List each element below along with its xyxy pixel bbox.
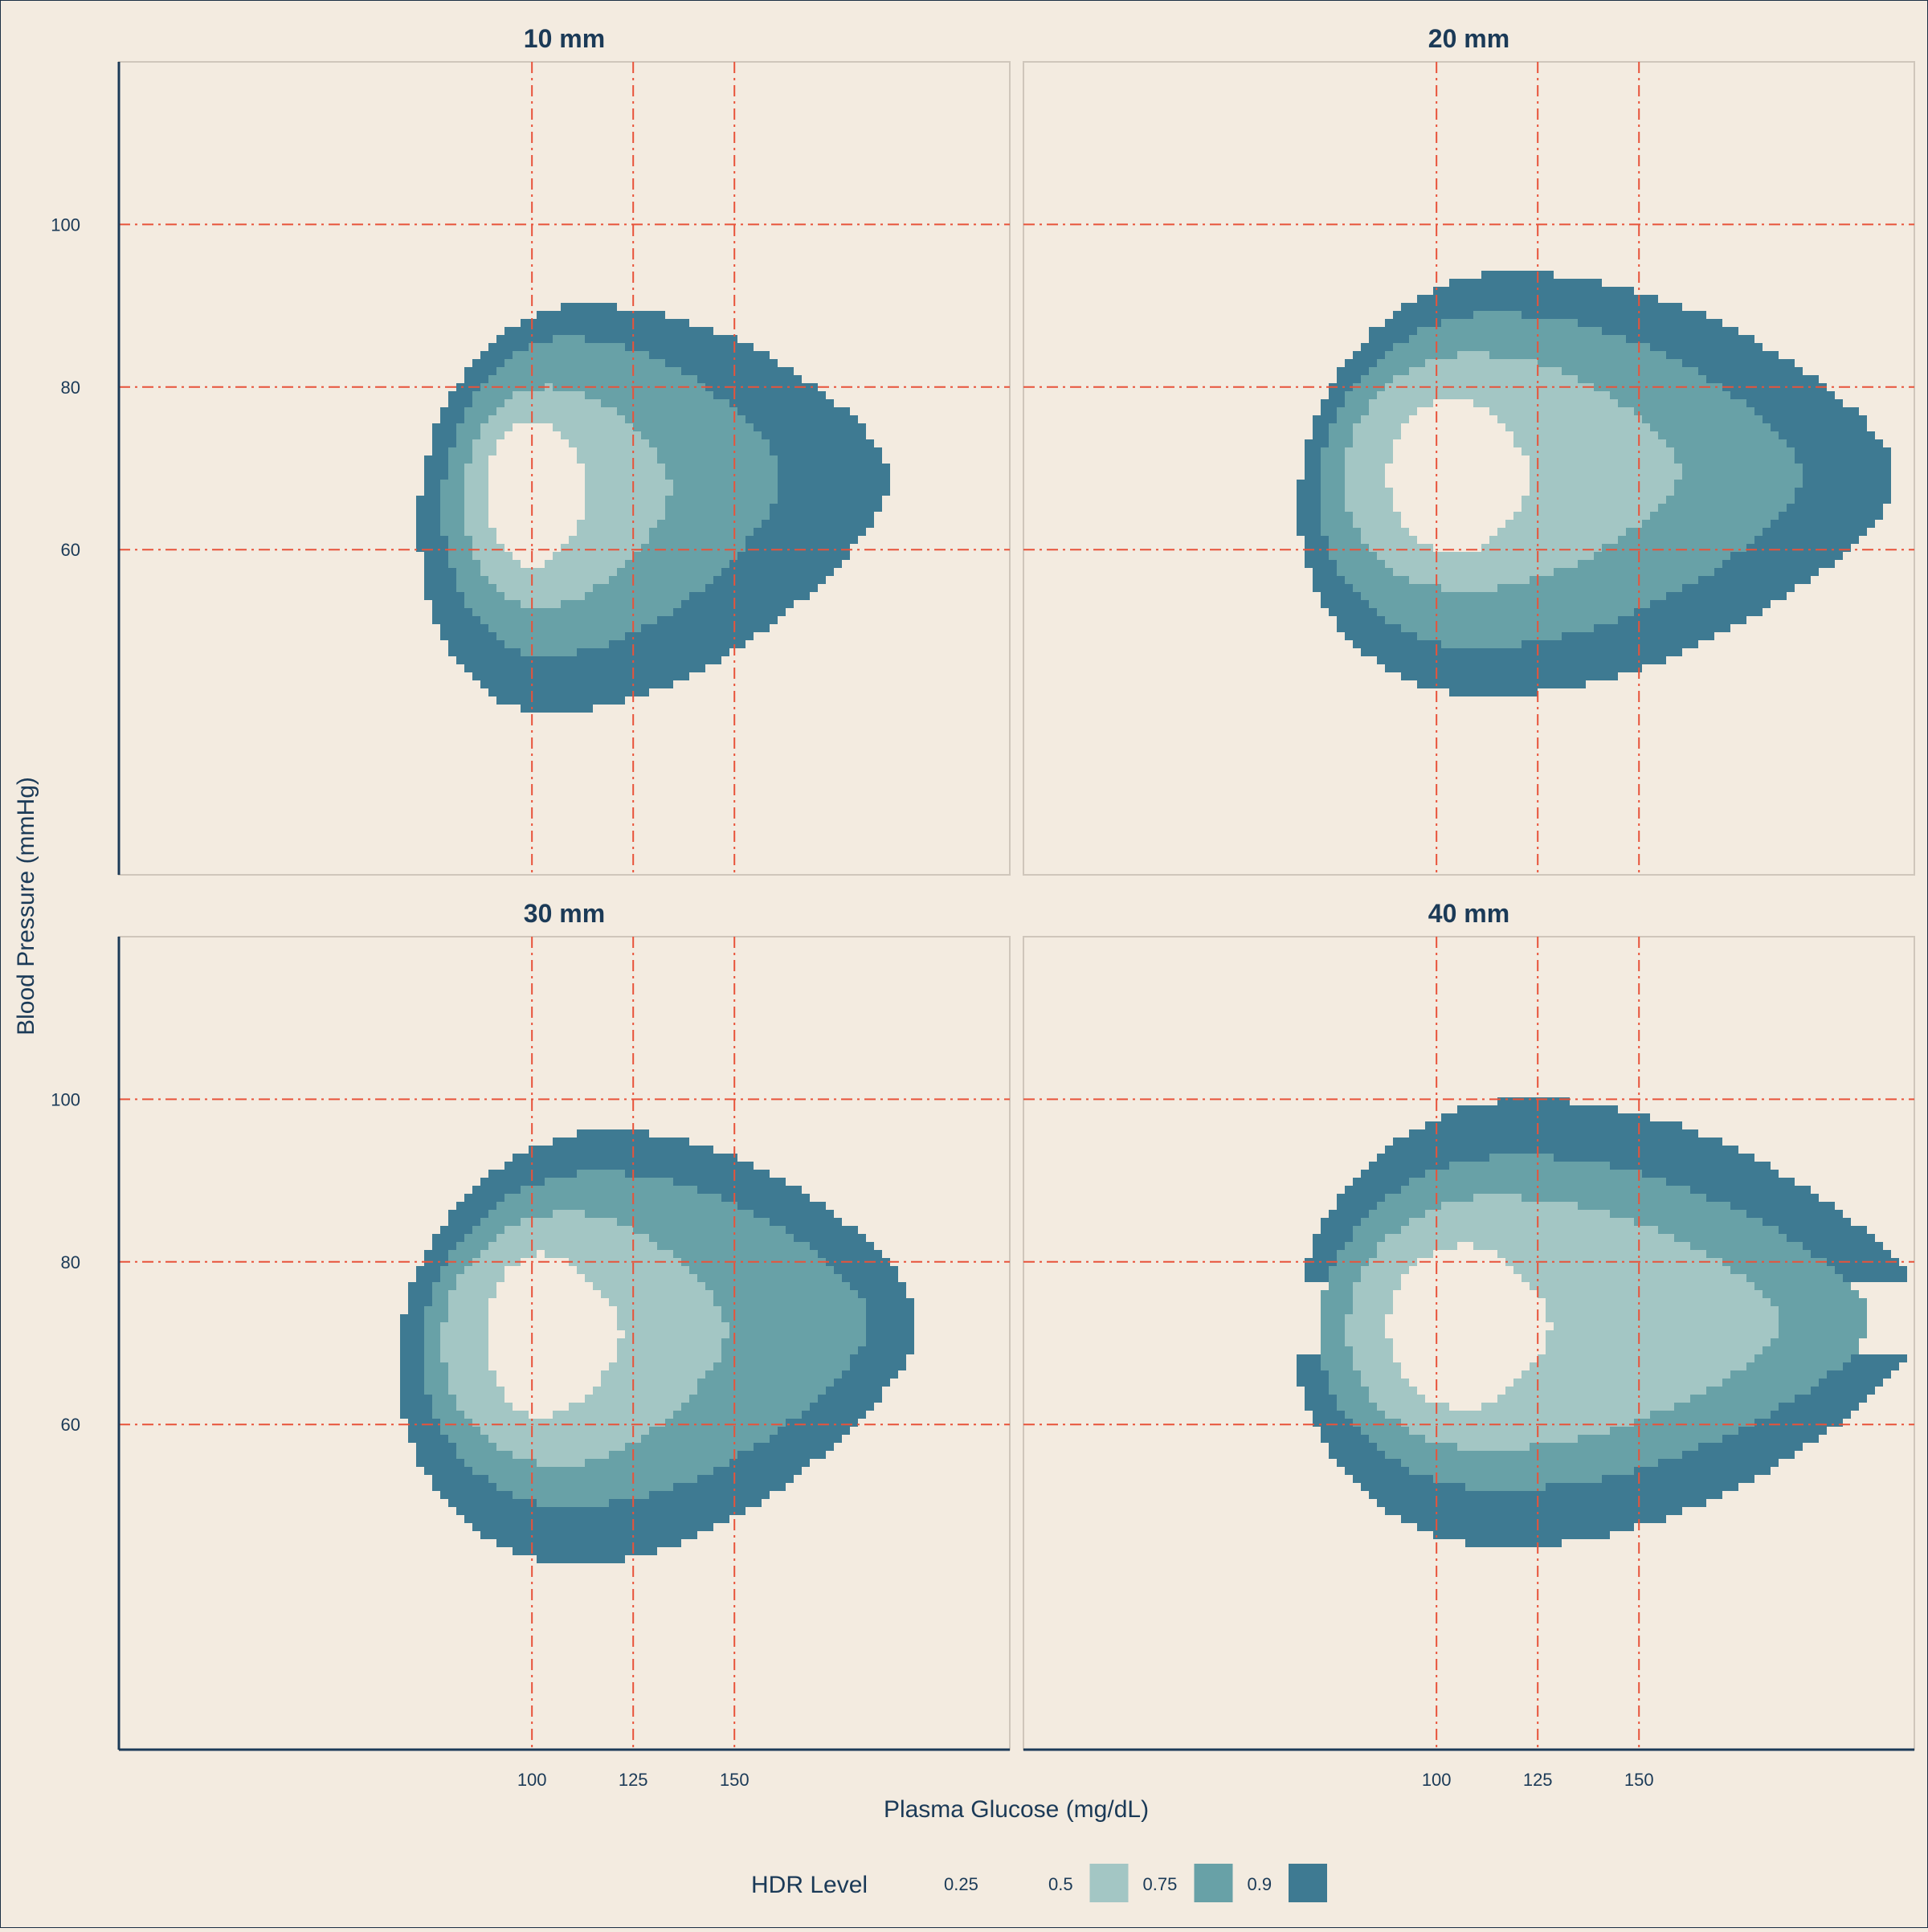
facet-title: 40 mm: [1428, 899, 1509, 928]
y-tick-label: 60: [61, 540, 80, 560]
legend-label: 0.75: [1143, 1874, 1178, 1894]
y-tick-label: 60: [61, 1415, 80, 1435]
y-tick-label: 80: [61, 378, 80, 398]
facet-panel-3: 30 mm 60 80 100 100 125 150: [51, 899, 1011, 1790]
legend-title: HDR Level: [751, 1872, 868, 1898]
x-tick-label: 125: [1523, 1770, 1553, 1790]
panel-frame: [1023, 61, 1915, 876]
hdr-region-0_25: [1385, 1242, 1554, 1411]
facet-title: 20 mm: [1428, 24, 1509, 53]
legend-label: 0.9: [1248, 1874, 1272, 1894]
facet-panel-1: 10 mm 60 80 100: [51, 24, 1011, 876]
legend-label: 0.25: [944, 1874, 978, 1894]
legend-swatch: [1089, 1864, 1129, 1902]
y-tick-label: 80: [61, 1252, 80, 1272]
x-tick-label: 125: [619, 1770, 648, 1790]
legend-swatch: [1289, 1864, 1327, 1902]
y-tick-label: 100: [51, 1089, 80, 1109]
x-tick-label: 150: [1624, 1770, 1654, 1790]
legend: HDR Level 0.25 0.5 0.75 0.9: [751, 1864, 1327, 1902]
hdr-region-0_25: [488, 1250, 625, 1419]
hdr-region-0_25: [1385, 399, 1530, 552]
y-axis-title: Blood Pressure (mmHg): [13, 777, 39, 1035]
facet-panel-4: 40 mm 100 125 150: [1023, 899, 1915, 1790]
legend-swatch: [1194, 1864, 1233, 1902]
facet-panel-2: 20 mm: [1023, 24, 1915, 876]
facet-title: 10 mm: [524, 24, 605, 53]
legend-label: 0.5: [1048, 1874, 1073, 1894]
x-tick-label: 100: [1422, 1770, 1452, 1790]
hdr-region-0_25: [488, 423, 585, 568]
x-tick-label: 150: [720, 1770, 750, 1790]
x-axis-title: Plasma Glucose (mg/dL): [884, 1796, 1149, 1823]
x-tick-label: 100: [517, 1770, 547, 1790]
y-tick-label: 100: [51, 214, 80, 235]
facet-title: 30 mm: [524, 899, 605, 928]
legend-swatch: [995, 1864, 1034, 1902]
